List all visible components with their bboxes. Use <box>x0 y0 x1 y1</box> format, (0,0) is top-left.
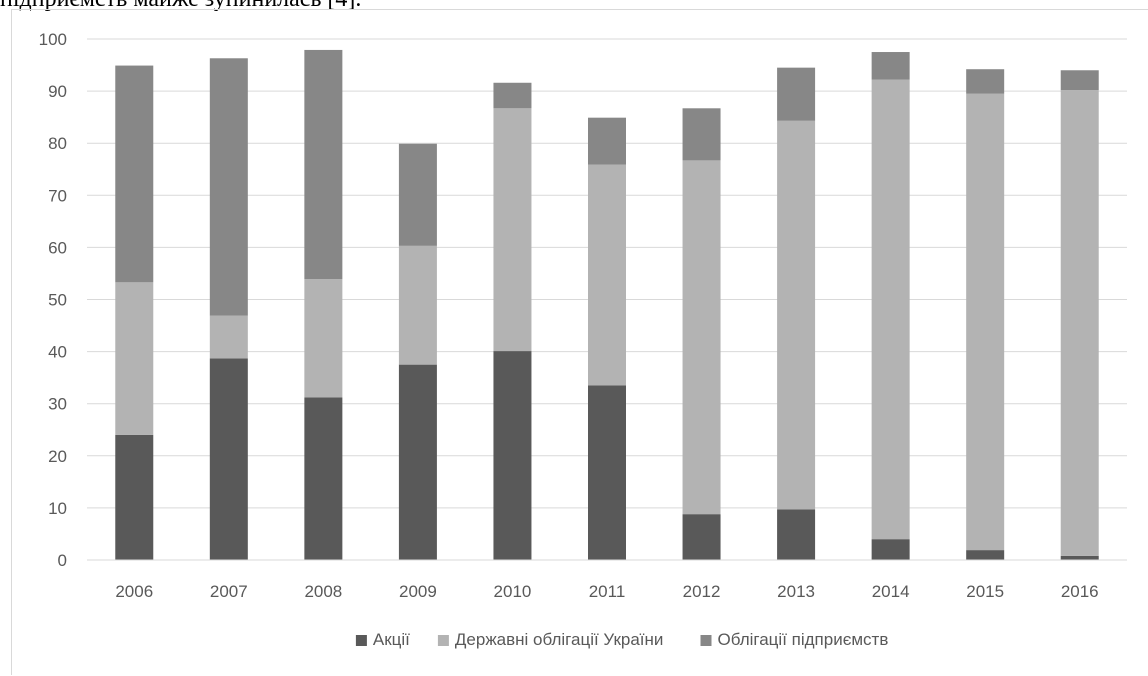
bar-segment-2013-s2 <box>777 67 816 121</box>
bar-segment-2014-s0 <box>871 539 910 560</box>
y-tick-label: 60 <box>48 238 67 257</box>
legend-label: Державні облігації України <box>455 630 664 649</box>
bar-segment-2011-s2 <box>588 117 626 165</box>
bar-segment-2011-s1 <box>588 164 626 386</box>
bar-segment-2008-s1 <box>304 279 343 398</box>
stacked-bar-chart: 0 10 20 30 40 50 60 70 80 90 100 2006 2007 2008 2009 20… <box>39 30 1127 649</box>
bar-segment-2007-s1 <box>209 315 248 359</box>
bar-segment-2013-s1 <box>777 120 816 510</box>
legend-item: Облігації підприємств <box>700 630 889 649</box>
y-tick-label: 50 <box>48 291 67 310</box>
bar-segment-2016-s0 <box>1060 555 1099 560</box>
bar-segment-2007-s0 <box>209 358 248 560</box>
bar-segment-2015-s2 <box>966 69 1005 94</box>
x-tick-label: 2008 <box>304 582 342 601</box>
legend-swatch <box>700 635 712 646</box>
legend-item: Державні облігації України <box>437 630 664 649</box>
bar-segment-2006-s0 <box>115 434 154 560</box>
bar-segment-2012-s2 <box>682 108 721 161</box>
y-tick-label: 100 <box>39 30 67 49</box>
bar-segment-2015-s1 <box>966 93 1005 551</box>
bar-segment-2012-s1 <box>682 160 721 515</box>
y-tick-label: 40 <box>48 343 67 362</box>
legend-label: Облігації підприємств <box>718 630 889 649</box>
bar-segment-2006-s2 <box>115 65 154 283</box>
bar-segment-2014-s2 <box>871 52 910 80</box>
y-tick-label: 80 <box>48 134 67 153</box>
axes: 0 10 20 30 40 50 60 70 80 90 100 2006 2007 2008 2009 20… <box>39 30 1127 601</box>
bar-segment-2012-s0 <box>682 514 721 560</box>
bar-segment-2008-s0 <box>304 397 343 560</box>
bar-segment-2016-s2 <box>1060 70 1099 91</box>
y-tick-label: 20 <box>48 447 67 466</box>
bar-segment-2009-s2 <box>398 143 437 246</box>
bar-segment-2009-s0 <box>398 364 437 560</box>
x-tick-label: 2010 <box>494 582 532 601</box>
x-tick-label: 2016 <box>1061 582 1099 601</box>
x-tick-label: 2014 <box>872 582 910 601</box>
x-tick-label: 2015 <box>966 582 1004 601</box>
x-tick-label: 2006 <box>115 582 153 601</box>
y-tick-label: 90 <box>48 82 67 101</box>
bar-segment-2016-s1 <box>1060 90 1099 556</box>
x-tick-label: 2013 <box>777 582 815 601</box>
legend: Акції Державні облігації України Облігації… <box>355 630 889 649</box>
y-tick-label: 10 <box>48 499 67 518</box>
bar-segment-2011-s0 <box>588 385 626 560</box>
x-tick-label: 2009 <box>399 582 437 601</box>
bar-segment-2009-s1 <box>398 245 437 365</box>
bar-segment-2010-s2 <box>493 82 532 109</box>
bar-segment-2006-s1 <box>115 282 154 435</box>
legend-swatch <box>437 635 449 646</box>
bar-segment-2013-s0 <box>777 509 816 560</box>
bar-segment-2015-s0 <box>966 550 1005 560</box>
bar-segment-2010-s1 <box>493 108 532 352</box>
x-tick-label: 2012 <box>683 582 721 601</box>
bar-segment-2010-s0 <box>493 351 532 560</box>
bar-segment-2008-s2 <box>304 49 343 280</box>
bar-segment-2014-s1 <box>871 79 910 540</box>
x-tick-label: 2007 <box>210 582 248 601</box>
legend-swatch <box>355 635 367 646</box>
legend-label: Акції <box>373 630 410 649</box>
chart-frame: 0 10 20 30 40 50 60 70 80 90 100 2006 2007 2008 2009 20… <box>11 9 1148 675</box>
bar-segment-2007-s2 <box>209 58 248 316</box>
y-tick-label: 0 <box>58 551 67 570</box>
bars <box>115 49 1099 560</box>
legend-item: Акції <box>355 630 410 649</box>
y-tick-label: 30 <box>48 395 67 414</box>
y-tick-label: 70 <box>48 186 67 205</box>
x-tick-label: 2011 <box>589 582 626 601</box>
